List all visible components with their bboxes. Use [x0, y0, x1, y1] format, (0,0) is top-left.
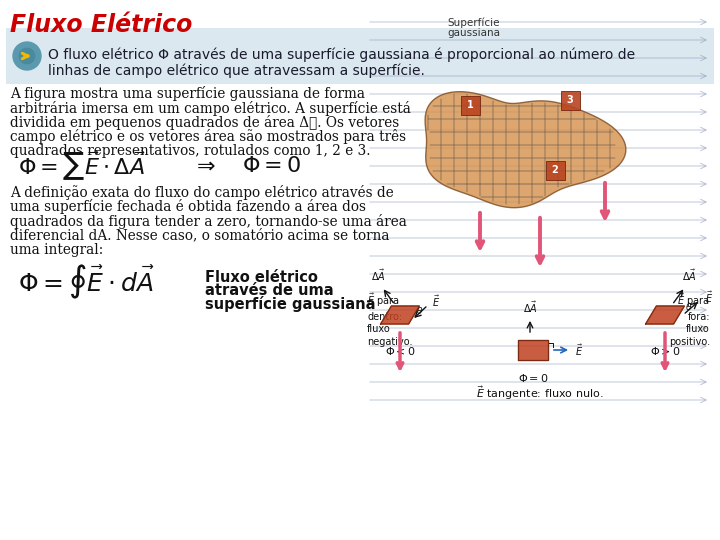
Text: diferencial dA. Nesse caso, o somatório acima se torna: diferencial dA. Nesse caso, o somatório … [10, 228, 390, 242]
Text: $\vec{E}$: $\vec{E}$ [705, 289, 713, 305]
Text: $\vec{E}$: $\vec{E}$ [575, 342, 583, 357]
Text: Fluxo Elétrico: Fluxo Elétrico [10, 13, 192, 37]
Text: $\vec{E}$ para
fora:
fluxo
positivo.: $\vec{E}$ para fora: fluxo positivo. [669, 292, 710, 347]
Text: $\Delta\vec{A}$: $\Delta\vec{A}$ [682, 268, 696, 283]
Text: O fluxo elétrico Φ através de uma superfície gaussiana é proporcional ao número : O fluxo elétrico Φ através de uma superf… [48, 48, 635, 63]
Text: superfície gaussiana: superfície gaussiana [205, 296, 376, 312]
Text: $\Phi = 0$: $\Phi = 0$ [518, 372, 549, 384]
Polygon shape [518, 340, 548, 360]
Text: gaussiana: gaussiana [447, 28, 500, 38]
Text: quadrados da figura tender a zero, tornando-se uma área: quadrados da figura tender a zero, torna… [10, 214, 407, 229]
Text: linhas de campo elétrico que atravessam a superfície.: linhas de campo elétrico que atravessam … [48, 63, 425, 78]
Text: 2: 2 [552, 165, 559, 175]
Text: $\theta$: $\theta$ [416, 306, 423, 316]
Polygon shape [646, 306, 685, 324]
Text: 1: 1 [467, 100, 473, 110]
Text: $\Phi = \sum \vec{E} \cdot \Delta\vec{A}$: $\Phi = \sum \vec{E} \cdot \Delta\vec{A}… [18, 150, 145, 183]
Text: campo elétrico e os vetores área são mostrados para três: campo elétrico e os vetores área são mos… [10, 130, 406, 145]
Polygon shape [381, 306, 419, 324]
FancyBboxPatch shape [6, 28, 714, 84]
FancyBboxPatch shape [560, 91, 580, 110]
Circle shape [19, 48, 35, 64]
FancyBboxPatch shape [546, 160, 564, 179]
Text: $\Delta\vec{A}$: $\Delta\vec{A}$ [371, 268, 385, 283]
Text: Superfície: Superfície [447, 17, 500, 28]
Text: quadrados representativos, rotulados como 1, 2 e 3.: quadrados representativos, rotulados com… [10, 144, 371, 158]
PathPatch shape [425, 92, 626, 208]
Text: $\Phi = 0$: $\Phi = 0$ [242, 156, 302, 176]
Text: $\Delta\vec{A}$: $\Delta\vec{A}$ [523, 300, 537, 315]
Text: A definição exata do fluxo do campo elétrico através de: A definição exata do fluxo do campo elét… [10, 185, 394, 200]
Text: $\Phi < 0$: $\Phi < 0$ [384, 345, 415, 357]
Text: Fluxo elétrico: Fluxo elétrico [205, 270, 318, 285]
Text: A figura mostra uma superfície gaussiana de forma: A figura mostra uma superfície gaussiana… [10, 86, 365, 101]
Text: 3: 3 [567, 95, 573, 105]
Text: uma integral:: uma integral: [10, 243, 103, 257]
Text: $\vec{E}$ para
dentro:
fluxo
negativo.: $\vec{E}$ para dentro: fluxo negativo. [367, 292, 413, 347]
Text: $\vec{E}$: $\vec{E}$ [432, 293, 440, 309]
Text: $\vec{E}$ tangente: fluxo nulo.: $\vec{E}$ tangente: fluxo nulo. [476, 384, 604, 402]
Text: $\Phi > 0$: $\Phi > 0$ [649, 345, 680, 357]
Text: através de uma: através de uma [205, 283, 333, 298]
Text: dividida em pequenos quadrados de área ΔＡ. Os vetores: dividida em pequenos quadrados de área Δ… [10, 115, 400, 130]
Text: uma superfície fechada é obtida fazendo a área dos: uma superfície fechada é obtida fazendo … [10, 199, 366, 214]
Text: $\Rightarrow$: $\Rightarrow$ [192, 156, 216, 176]
Text: $\theta$: $\theta$ [685, 301, 693, 313]
FancyBboxPatch shape [461, 96, 480, 114]
Text: arbitrária imersa em um campo elétrico. A superfície está: arbitrária imersa em um campo elétrico. … [10, 100, 411, 116]
Circle shape [13, 42, 41, 70]
Text: $\Phi = \oint \vec{E} \cdot d\vec{A}$: $\Phi = \oint \vec{E} \cdot d\vec{A}$ [18, 263, 155, 301]
